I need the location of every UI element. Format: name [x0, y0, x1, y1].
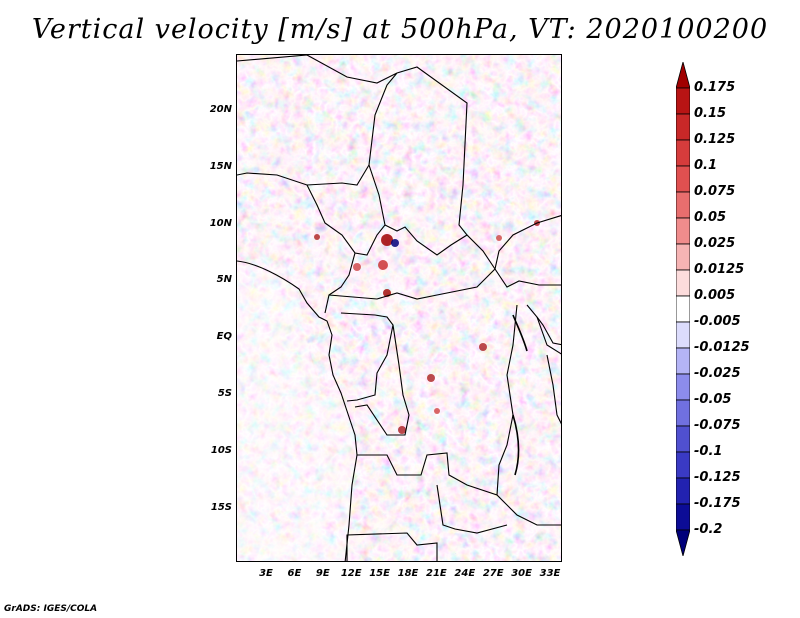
colorbar-swatch-8: [676, 269, 690, 297]
lon-label-12e: 12E: [340, 568, 362, 579]
lon-label-21e: 21E: [426, 568, 447, 579]
colorbar-swatch-0: [676, 62, 690, 89]
colorbar-swatch-1: [676, 87, 690, 115]
colorbar: [676, 62, 690, 556]
colorbar-swatch-12: [676, 373, 690, 401]
colorbar-swatch-5: [676, 191, 690, 219]
colorbar-label: -0.125: [694, 470, 741, 485]
lon-label-30e: 30E: [511, 568, 532, 579]
map-title: Vertical velocity [m/s] at 500hPa, VT: 2…: [31, 14, 769, 45]
colorbar-label: -0.005: [694, 314, 741, 329]
colorbar-swatch-14: [676, 425, 690, 453]
colorbar-swatch-9: [676, 295, 690, 323]
colorbar-swatch-16: [676, 477, 690, 505]
colorbar-swatch-4: [676, 165, 690, 193]
coastline: [237, 260, 358, 561]
colorbar-label: -0.175: [694, 496, 741, 511]
colorbar-label: 0.075: [694, 184, 736, 199]
lat-label-15s: 15S: [210, 501, 232, 513]
lon-label-3e: 3E: [259, 568, 273, 579]
grads-credit: GrADS: IGES/COLA: [4, 604, 98, 614]
colorbar-swatch-17: [676, 503, 690, 531]
colorbar-label: 0.005: [694, 288, 736, 303]
lon-label-6e: 6E: [287, 568, 302, 579]
lon-label-9e: 9E: [315, 568, 330, 579]
convective-cells: [314, 220, 540, 434]
colorbar-swatch-13: [676, 399, 690, 427]
lat-label-20n: 20N: [209, 104, 232, 115]
colorbar-label: 0.15: [694, 106, 727, 121]
colorbar-swatch-2: [676, 113, 690, 141]
colorbar-swatch-15: [676, 451, 690, 479]
lon-label-24e: 24E: [454, 568, 476, 579]
lat-label-5n: 5N: [216, 274, 232, 286]
colorbar-swatch-18: [676, 529, 690, 556]
lat-label-15n: 15N: [209, 160, 232, 172]
lon-label-27e: 27E: [482, 568, 504, 579]
colorbar-label: 0.1: [694, 158, 718, 173]
colorbar-swatch-3: [676, 139, 690, 167]
lon-label-33e: 33E: [539, 568, 561, 579]
colorbar-label: -0.2: [694, 522, 723, 537]
colorbar-swatch-11: [676, 347, 690, 375]
colorbar-label: 0.125: [694, 132, 736, 147]
country-borders: [237, 55, 561, 561]
colorbar-label: -0.075: [694, 418, 741, 433]
colorbar-label: 0.175: [694, 80, 736, 95]
map-plot-area[interactable]: [236, 54, 562, 562]
colorbar-label: -0.1: [694, 444, 723, 459]
colorbar-swatch-6: [676, 217, 690, 245]
vertical-velocity-map: [237, 55, 561, 561]
lat-label-5s: 5S: [217, 388, 232, 399]
colorbar-label: 0.025: [694, 236, 736, 251]
velocity-field-overlay: [237, 55, 561, 561]
colorbar-label: 0.05: [694, 210, 727, 225]
colorbar-label: -0.0125: [694, 340, 750, 355]
colorbar-label: 0.0125: [694, 262, 745, 277]
lon-label-18e: 18E: [397, 568, 419, 579]
lat-label-10n: 10N: [209, 217, 232, 229]
ocean-wash: [237, 265, 357, 561]
colorbar-label: -0.05: [694, 392, 732, 407]
lon-label-15e: 15E: [369, 568, 390, 579]
lat-label-eq: EQ: [216, 331, 232, 343]
colorbar-label: -0.025: [694, 366, 741, 381]
colorbar-swatch-7: [676, 243, 690, 271]
colorbar-swatch-10: [676, 321, 690, 349]
lat-label-10s: 10S: [210, 444, 232, 456]
